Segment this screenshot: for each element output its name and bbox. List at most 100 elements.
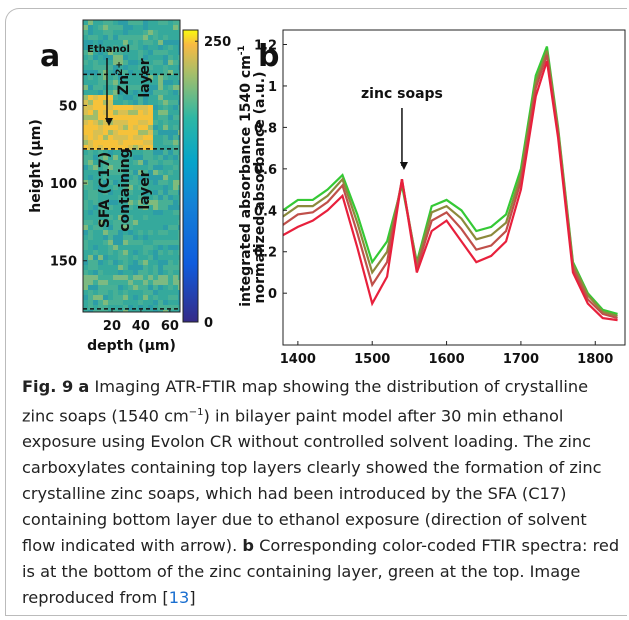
map-pixel	[103, 150, 108, 155]
caption-part: −1	[188, 407, 204, 418]
map-pixel	[83, 300, 88, 305]
map-pixel	[103, 35, 108, 40]
map-pixel	[118, 270, 123, 275]
map-pixel	[158, 50, 163, 55]
map-pixel	[133, 280, 138, 285]
map-pixel	[93, 270, 98, 275]
map-pixel	[93, 35, 98, 40]
map-pixel	[163, 295, 168, 300]
map-pixel	[83, 120, 88, 125]
map-pixel	[108, 260, 113, 265]
map-pixel	[108, 290, 113, 295]
map-pixel	[98, 150, 103, 155]
map-pixel	[98, 200, 103, 205]
map-pixel	[138, 185, 143, 190]
map-pixel	[148, 145, 153, 150]
map-pixel	[168, 65, 173, 70]
map-pixel	[123, 95, 128, 100]
map-pixel	[103, 85, 108, 90]
map-pixel	[108, 120, 113, 125]
map-pixel	[113, 275, 118, 280]
map-pixel	[118, 250, 123, 255]
map-pixel	[138, 85, 143, 90]
map-pixel	[168, 265, 173, 270]
map-pixel	[133, 150, 138, 155]
map-pixel	[83, 150, 88, 155]
map-pixel	[153, 150, 158, 155]
map-pixel	[143, 25, 148, 30]
map-pixel	[153, 80, 158, 85]
map-pixel	[178, 215, 180, 220]
map-pixel	[133, 260, 138, 265]
map-pixel	[88, 175, 93, 180]
map-pixel	[83, 235, 88, 240]
map-pixel	[178, 35, 180, 40]
map-pixel	[173, 275, 178, 280]
map-pixel	[168, 220, 173, 225]
map-pixel	[128, 130, 133, 135]
map-pixel	[173, 210, 178, 215]
map-pixel	[133, 160, 138, 165]
map-pixel	[118, 295, 123, 300]
map-pixel	[98, 145, 103, 150]
map-pixel	[178, 230, 180, 235]
map-pixel	[173, 55, 178, 60]
map-pixel	[108, 195, 113, 200]
map-pixel	[138, 215, 143, 220]
map-pixel	[123, 155, 128, 160]
map-pixel	[138, 105, 143, 110]
map-pixel	[133, 45, 138, 50]
map-pixel	[113, 160, 118, 165]
map-pixel	[178, 85, 180, 90]
map-pixel	[93, 260, 98, 265]
map-pixel	[173, 170, 178, 175]
y-tick-label: 0.4	[254, 204, 277, 219]
map-pixel	[83, 175, 88, 180]
map-pixel	[178, 135, 180, 140]
map-pixel	[83, 40, 88, 45]
map-pixel	[163, 275, 168, 280]
map-pixel	[163, 285, 168, 290]
map-pixel	[88, 195, 93, 200]
map-pixel	[128, 155, 133, 160]
map-pixel	[83, 145, 88, 150]
map-pixel	[108, 95, 113, 100]
map-pixel	[133, 300, 138, 305]
map-pixel	[123, 20, 128, 25]
map-pixel	[178, 270, 180, 275]
caption-part[interactable]: 13	[168, 588, 190, 608]
map-pixel	[173, 135, 178, 140]
map-pixel	[173, 310, 178, 312]
map-pixel	[153, 100, 158, 105]
map-pixel	[88, 75, 93, 80]
map-pixel	[178, 55, 180, 60]
map-pixel	[143, 235, 148, 240]
map-pixel	[138, 155, 143, 160]
map-pixel	[93, 25, 98, 30]
map-pixel	[93, 135, 98, 140]
map-pixel	[133, 30, 138, 35]
map-pixel	[153, 25, 158, 30]
map-pixel	[168, 100, 173, 105]
map-pixel	[103, 215, 108, 220]
map-pixel	[108, 190, 113, 195]
map-pixel	[93, 265, 98, 270]
map-pixel	[113, 70, 118, 75]
map-pixel	[118, 75, 123, 80]
map-pixel	[153, 220, 158, 225]
map-pixel	[158, 115, 163, 120]
map-pixel	[123, 305, 128, 310]
map-pixel	[168, 155, 173, 160]
map-pixel	[128, 115, 133, 120]
map-pixel	[148, 265, 153, 270]
map-pixel	[128, 40, 133, 45]
map-pixel	[103, 170, 108, 175]
map-pixel	[133, 285, 138, 290]
map-pixel	[118, 260, 123, 265]
map-pixel	[113, 35, 118, 40]
map-pixel	[138, 255, 143, 260]
map-pixel	[153, 310, 158, 312]
map-pixel	[103, 175, 108, 180]
map-pixel	[138, 270, 143, 275]
map-pixel	[178, 20, 180, 25]
